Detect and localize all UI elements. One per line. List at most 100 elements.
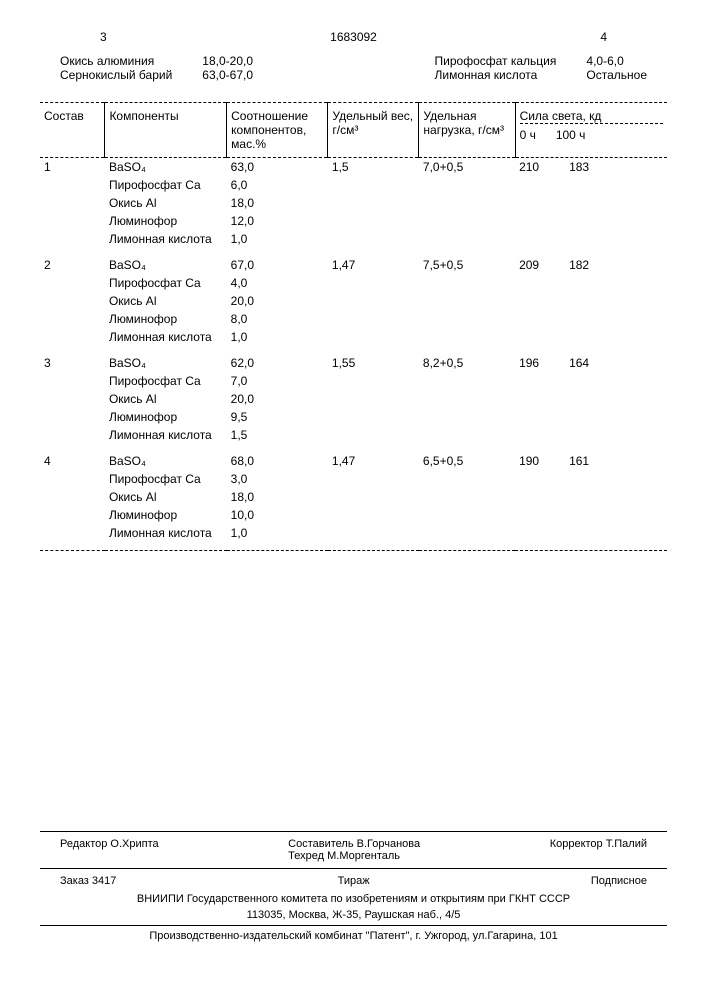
cell-component: Люминофор <box>105 408 227 426</box>
cell-ratio: 68,0 <box>227 452 328 470</box>
cell-component: BaSO₄ <box>105 256 227 274</box>
cell-ratio: 1,0 <box>227 230 328 256</box>
comp-val-baso4: 63,0-67,0 <box>202 68 253 82</box>
cell-ratio: 7,0 <box>227 372 328 390</box>
comp-label-baso4: Сернокислый барий <box>60 68 172 82</box>
col-load: Удельная нагрузка, г/см³ <box>419 103 515 158</box>
cell-sostav: 2 <box>40 256 105 274</box>
table-row: 2BaSO₄67,01,477,5+0,5209182 <box>40 256 667 274</box>
comp-label-aloxide: Окись алюминия <box>60 54 172 68</box>
cell-sostav <box>40 310 105 328</box>
cell-weight: 1,47 <box>328 452 419 470</box>
tech-editor: Техред М.Моргенталь <box>288 850 420 862</box>
cell-light <box>515 212 667 230</box>
cell-sostav: 3 <box>40 354 105 372</box>
cell-light: 196164 <box>515 354 667 372</box>
cell-light: 190161 <box>515 452 667 470</box>
cell-sostav <box>40 470 105 488</box>
org-line2: 113035, Москва, Ж-35, Раушская наб., 4/5 <box>40 907 667 923</box>
page-num-right: 4 <box>600 30 607 44</box>
cell-light <box>515 506 667 524</box>
cell-ratio: 67,0 <box>227 256 328 274</box>
cell-ratio: 12,0 <box>227 212 328 230</box>
composition-table: Состав Компоненты Соотношение компоненто… <box>40 102 667 551</box>
cell-component: Окись Al <box>105 194 227 212</box>
cell-ratio: 1,0 <box>227 328 328 354</box>
col-sostav: Состав <box>40 103 105 158</box>
cell-component: Окись Al <box>105 390 227 408</box>
cell-load <box>419 506 515 524</box>
table-row: Лимонная кислота1,0 <box>40 328 667 354</box>
cell-ratio: 10,0 <box>227 506 328 524</box>
composition-header: Окись алюминия Сернокислый барий 18,0-20… <box>40 54 667 82</box>
cell-load <box>419 488 515 506</box>
cell-load: 8,2+0,5 <box>419 354 515 372</box>
cell-ratio: 20,0 <box>227 292 328 310</box>
cell-ratio: 1,0 <box>227 524 328 551</box>
cell-load <box>419 408 515 426</box>
cell-load <box>419 230 515 256</box>
cell-load <box>419 328 515 354</box>
cell-load <box>419 390 515 408</box>
cell-weight <box>328 230 419 256</box>
cell-weight <box>328 310 419 328</box>
cell-sostav <box>40 230 105 256</box>
cell-sostav <box>40 390 105 408</box>
cell-sostav <box>40 426 105 452</box>
comp-val-aloxide: 18,0-20,0 <box>202 54 253 68</box>
col-light-0: 0 ч <box>520 128 536 142</box>
cell-component: Окись Al <box>105 292 227 310</box>
cell-ratio: 18,0 <box>227 488 328 506</box>
cell-ratio: 62,0 <box>227 354 328 372</box>
cell-component: Лимонная кислота <box>105 426 227 452</box>
editor: Редактор О.Хрипта <box>60 838 159 862</box>
cell-weight: 1,5 <box>328 158 419 177</box>
cell-component: Пирофосфат Ca <box>105 274 227 292</box>
org-line1: ВНИИПИ Государственного комитета по изоб… <box>40 891 667 907</box>
footer: Редактор О.Хрипта Составитель В.Горчанов… <box>40 831 667 944</box>
cell-sostav <box>40 292 105 310</box>
cell-light <box>515 408 667 426</box>
table-row: Люминофор9,5 <box>40 408 667 426</box>
page-header: 3 1683092 4 <box>40 30 667 44</box>
page-num-left: 3 <box>100 30 107 44</box>
cell-sostav <box>40 212 105 230</box>
cell-load <box>419 274 515 292</box>
cell-sostav <box>40 488 105 506</box>
cell-weight <box>328 470 419 488</box>
table-row: Пирофосфат Ca3,0 <box>40 470 667 488</box>
publisher: Производственно-издательский комбинат "П… <box>40 928 667 944</box>
cell-weight <box>328 176 419 194</box>
subscription: Подписное <box>591 875 647 887</box>
table-row: Окись Al20,0 <box>40 390 667 408</box>
cell-ratio: 18,0 <box>227 194 328 212</box>
cell-sostav <box>40 194 105 212</box>
cell-ratio: 4,0 <box>227 274 328 292</box>
cell-load: 7,0+0,5 <box>419 158 515 177</box>
cell-component: Пирофосфат Ca <box>105 176 227 194</box>
cell-weight <box>328 408 419 426</box>
cell-weight <box>328 426 419 452</box>
cell-light <box>515 328 667 354</box>
cell-light <box>515 230 667 256</box>
table-row: Люминофор8,0 <box>40 310 667 328</box>
cell-component: Лимонная кислота <box>105 230 227 256</box>
comp-label-citric: Лимонная кислота <box>435 68 557 82</box>
cell-component: BaSO₄ <box>105 354 227 372</box>
cell-component: Люминофор <box>105 310 227 328</box>
cell-sostav <box>40 274 105 292</box>
cell-load <box>419 194 515 212</box>
cell-light <box>515 470 667 488</box>
cell-component: Люминофор <box>105 212 227 230</box>
cell-weight: 1,55 <box>328 354 419 372</box>
table-row: Пирофосфат Ca6,0 <box>40 176 667 194</box>
cell-component: BaSO₄ <box>105 158 227 177</box>
order: Заказ 3417 <box>60 875 116 887</box>
cell-component: Пирофосфат Ca <box>105 372 227 390</box>
col-light-label: Сила света, кд <box>520 109 663 123</box>
comp-val-pyrophosphate: 4,0-6,0 <box>586 54 647 68</box>
cell-load <box>419 372 515 390</box>
cell-sostav <box>40 372 105 390</box>
col-light-100: 100 ч <box>556 128 586 142</box>
cell-light <box>515 274 667 292</box>
